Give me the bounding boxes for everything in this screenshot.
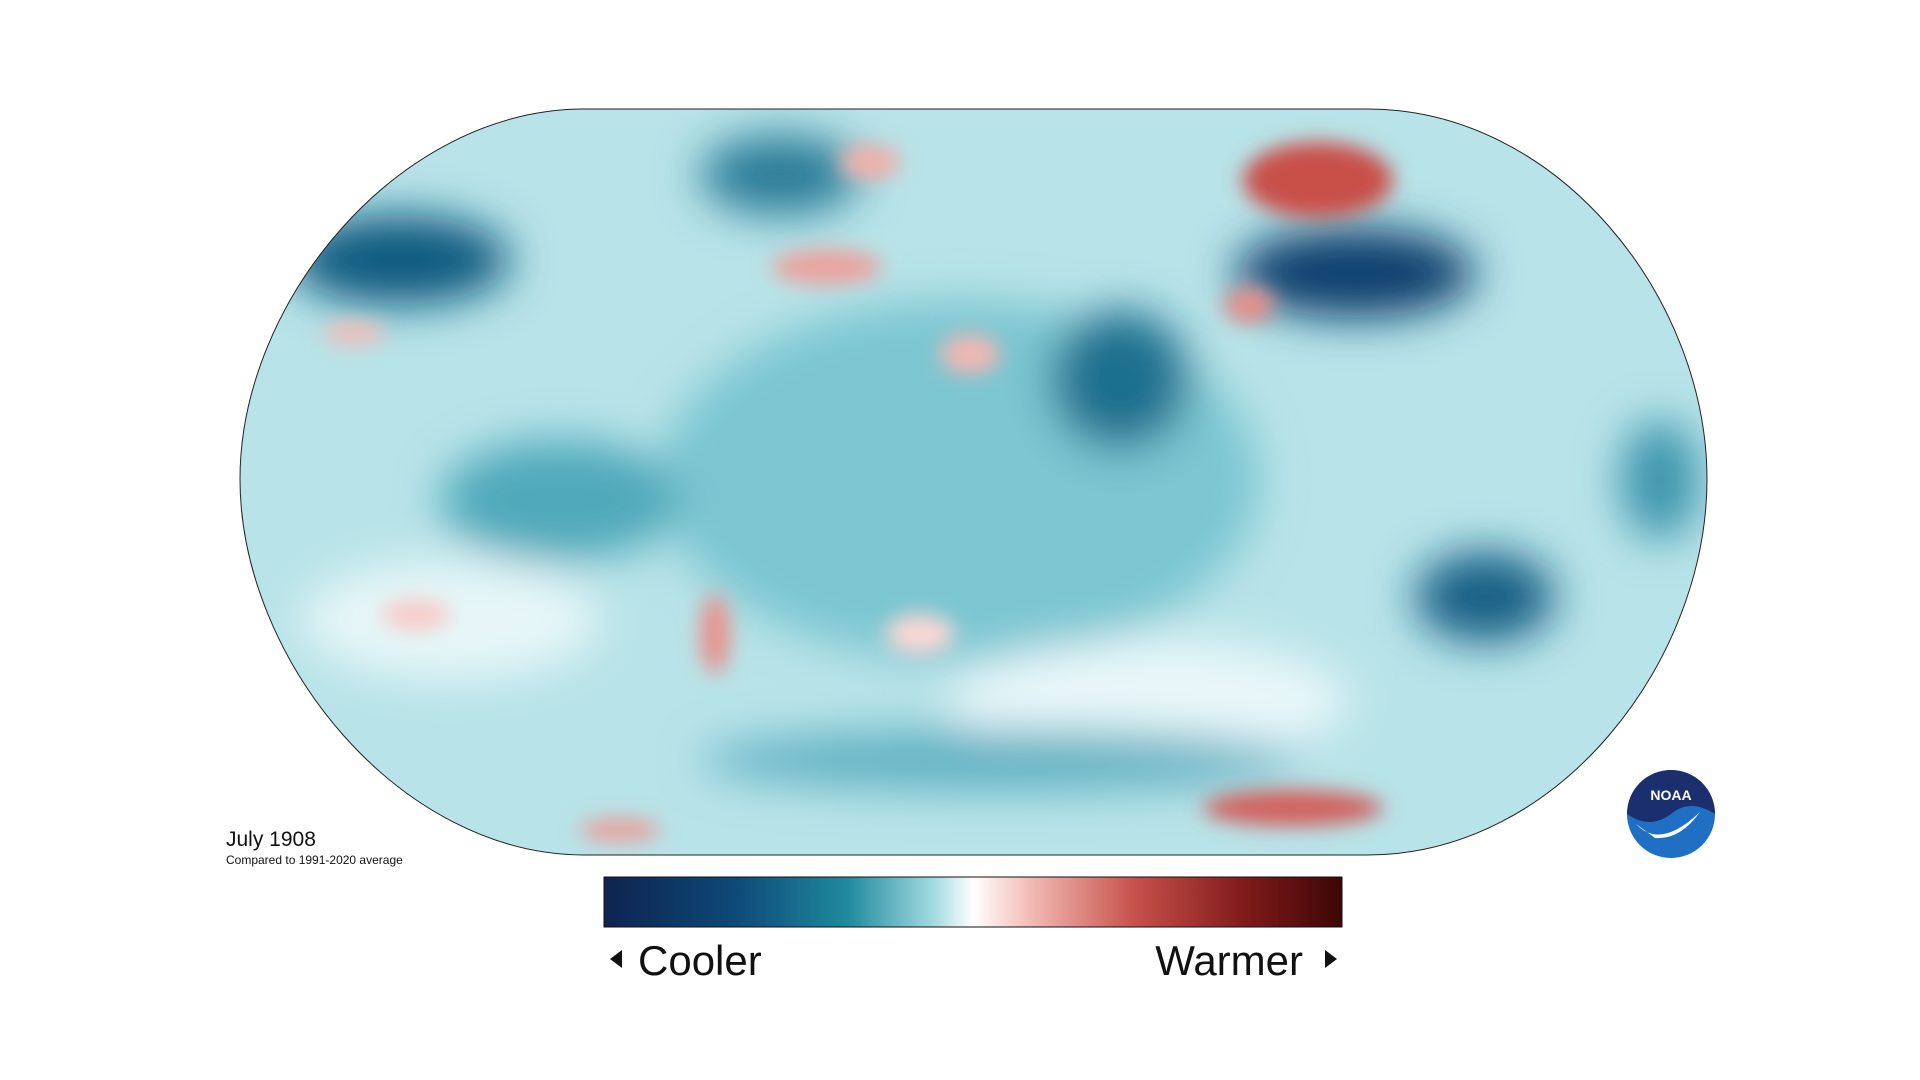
blob	[840, 144, 900, 180]
color-scale	[603, 876, 1343, 928]
right-arrow	[1325, 950, 1337, 968]
blob	[1235, 228, 1475, 318]
blob	[580, 818, 660, 842]
noaa-logo: NOAA	[1627, 770, 1715, 858]
left-arrow	[610, 950, 622, 968]
blob	[381, 600, 451, 630]
blob	[1415, 552, 1555, 642]
anomaly-blobs	[290, 135, 1700, 790]
blob	[1620, 420, 1700, 540]
blob	[940, 334, 1000, 374]
blob	[1203, 790, 1383, 826]
blob	[700, 135, 860, 215]
blob	[324, 321, 384, 345]
logo-text: NOAA	[1650, 787, 1691, 803]
anomaly-field	[240, 109, 1707, 855]
blob	[772, 249, 882, 285]
blob	[440, 440, 680, 560]
warm-blobs	[324, 142, 1393, 842]
blob	[300, 560, 600, 680]
map-outline	[239, 108, 1708, 856]
logo-bird	[1636, 812, 1700, 839]
blob	[885, 614, 955, 654]
blob	[950, 640, 1350, 760]
logo-top	[1627, 770, 1715, 822]
warmer-label: Warmer	[1155, 937, 1303, 984]
map-date: July 1908	[226, 828, 316, 851]
blob	[290, 215, 510, 305]
blob	[700, 730, 1300, 790]
blob	[700, 594, 730, 674]
baseline-note: Compared to 1991-2020 average	[226, 853, 403, 867]
cooler-label: Cooler	[638, 937, 762, 984]
blob	[1224, 287, 1274, 323]
blob	[1050, 310, 1190, 450]
blob	[1243, 142, 1393, 218]
